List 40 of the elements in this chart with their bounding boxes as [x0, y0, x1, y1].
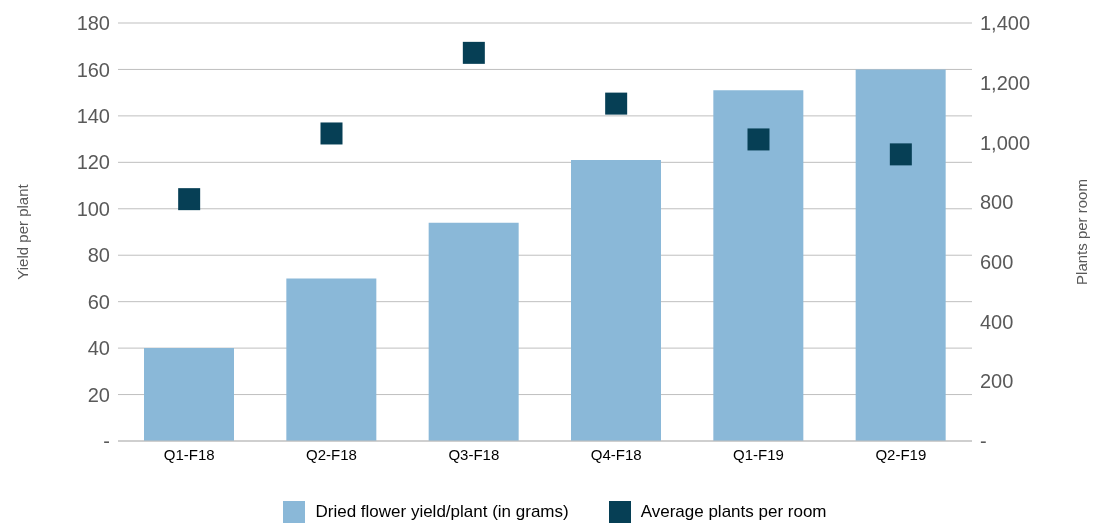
y2-tick-label: - [980, 430, 987, 453]
y-tick-label: 160 [76, 58, 110, 81]
point [747, 128, 770, 151]
y-tick-label: 60 [87, 290, 110, 313]
y-tick-label: 140 [76, 104, 110, 127]
bar [286, 278, 377, 441]
y2-tick-label: 1,000 [980, 131, 1031, 154]
y-tick-label: 180 [76, 12, 110, 35]
bar [144, 348, 234, 441]
point [320, 122, 343, 145]
y-axis-title: Yield per plant [14, 183, 32, 280]
point [178, 188, 201, 211]
y2-tick-label: 800 [980, 191, 1014, 214]
x-tick-label: Q1-F19 [733, 445, 784, 463]
bar [428, 222, 519, 441]
y-tick-label: 80 [87, 244, 110, 267]
y2-tick-label: 400 [980, 310, 1014, 333]
y2-axis-title: Plants per room [1073, 179, 1091, 285]
point [462, 41, 485, 64]
bar [855, 69, 946, 441]
y-tick-label: - [103, 430, 110, 453]
y2-tick-label: 600 [980, 250, 1014, 273]
legend-label: Average plants per room [640, 502, 827, 522]
bar [713, 90, 804, 441]
legend-label: Dried flower yield/plant (in grams) [315, 502, 569, 522]
x-tick-label: Q1-F18 [163, 445, 215, 463]
x-tick-label: Q2-F18 [306, 445, 357, 463]
point [605, 92, 628, 115]
y2-tick-label: 1,400 [980, 12, 1031, 35]
point [889, 143, 912, 166]
x-tick-label: Q2-F19 [875, 445, 927, 463]
y-tick-label: 40 [87, 337, 110, 360]
y2-tick-label: 1,200 [980, 71, 1031, 94]
x-tick-label: Q4-F18 [590, 445, 642, 463]
y-tick-label: 120 [76, 151, 110, 174]
bar [571, 160, 661, 441]
x-tick-label: Q3-F18 [448, 445, 500, 463]
y2-tick-label: 200 [980, 370, 1014, 393]
y-tick-label: 20 [87, 383, 110, 406]
y-tick-label: 100 [76, 197, 110, 220]
